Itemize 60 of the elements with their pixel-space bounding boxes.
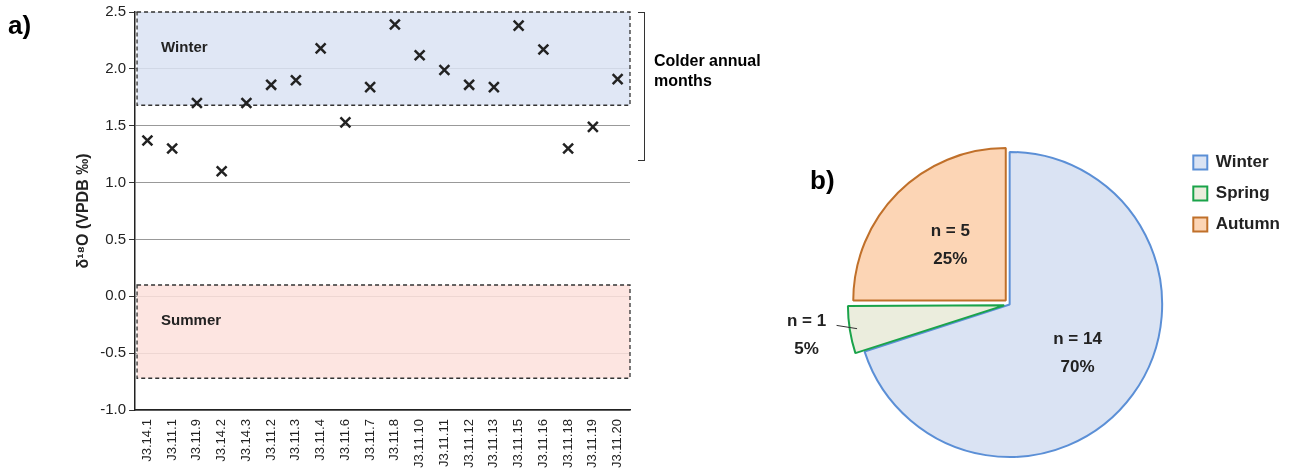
x-tick-label: J3.14.1 [139, 419, 154, 462]
y-tick-label: 1.0 [105, 172, 127, 190]
x-tick-label: J3.14.3 [237, 419, 253, 462]
x-tick-label: J3.11.12 [460, 419, 476, 469]
text: b) [810, 165, 835, 196]
x-tick-label: J3.11.10 [411, 419, 427, 469]
x-tick-label: J3.11.18 [559, 419, 575, 469]
y-tick-label: 1.5 [105, 115, 127, 133]
y-tick-label: -0.5 [100, 343, 127, 361]
x-tick-label: J3.11.9 [188, 419, 204, 461]
y-tick-label: 2.5 [105, 2, 127, 20]
legend-label: Spring [1215, 183, 1270, 203]
point [462, 78, 476, 91]
text: a) [8, 10, 32, 41]
text: Colder annual months [654, 50, 762, 91]
point [363, 80, 377, 94]
point [289, 74, 303, 87]
point [561, 142, 575, 155]
point [487, 80, 501, 94]
point [586, 120, 600, 134]
point [512, 19, 525, 32]
band-label: Summer [161, 310, 222, 328]
x-tick-label: J3.11.8 [386, 419, 402, 461]
x-tick-label: J3.14.2 [213, 419, 229, 462]
x-tick-label: J3.11.15 [510, 419, 526, 469]
y-tick-label: 0.5 [105, 229, 127, 247]
x-tick-label: J3.11.19 [584, 419, 600, 469]
x-tick-label: J3.11.7 [361, 419, 377, 461]
data-label: n = 5 25% [930, 220, 970, 268]
point [165, 142, 179, 155]
point [438, 63, 451, 77]
y-tick-label: -1.0 [100, 400, 127, 418]
band-label: Winter [161, 37, 208, 55]
point [264, 78, 278, 91]
point [215, 165, 228, 178]
x-tick-label: J3.11.2 [262, 419, 278, 461]
x-tick-label: J3.11.1 [163, 419, 179, 461]
x-tick-label: J3.11.16 [534, 419, 550, 469]
x-tick-label: J3.11.3 [287, 419, 303, 461]
y-axis-title: δ¹⁸O (VPDB ‰) [74, 153, 92, 269]
point [537, 43, 550, 56]
x-tick-label: J3.11.13 [485, 419, 501, 469]
x-tick-label: J3.11.20 [609, 419, 625, 469]
legend-label: Autumn [1215, 214, 1281, 234]
y-tick-label: 2.0 [105, 59, 127, 77]
x-tick-label: J3.11.11 [435, 419, 451, 468]
data-label: n = 14 70% [1053, 329, 1103, 377]
point [339, 116, 352, 129]
x-tick-label: J3.11.6 [336, 419, 352, 461]
point [190, 96, 204, 110]
data-label: n = 1 5% [786, 311, 827, 359]
point [611, 72, 624, 86]
y-tick-label: 0.0 [105, 286, 127, 304]
point [314, 42, 327, 55]
legend-label: Winter [1215, 152, 1269, 172]
point [388, 18, 402, 31]
point [240, 96, 253, 110]
point [413, 49, 426, 62]
point [141, 134, 154, 147]
x-tick-label: J3.11.4 [312, 419, 328, 461]
